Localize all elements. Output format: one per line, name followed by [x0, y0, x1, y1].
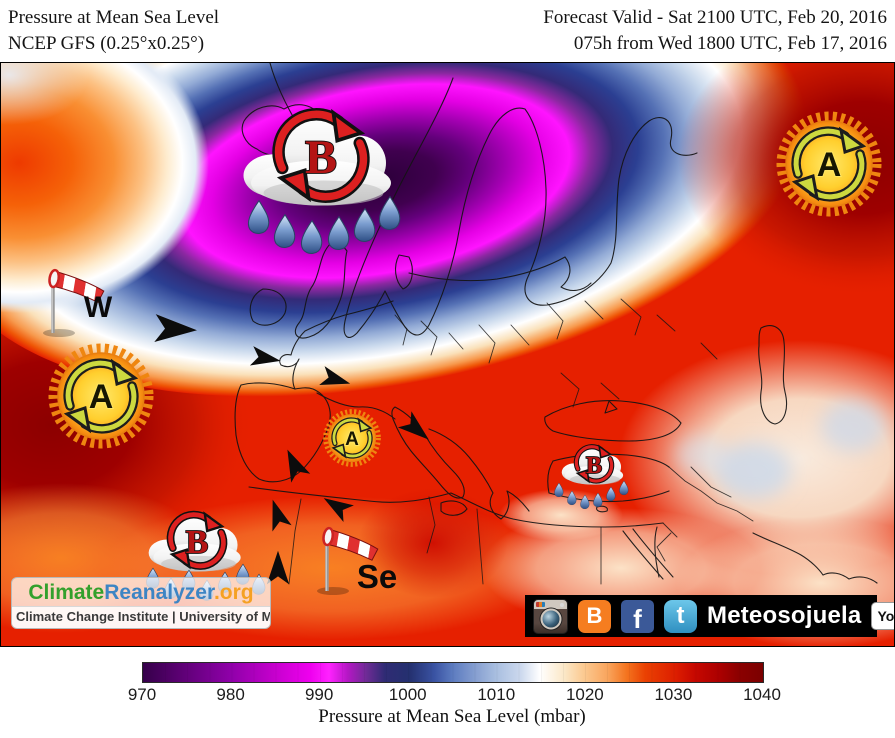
colorbar-tick: 970: [127, 685, 157, 704]
low-letter: B: [186, 524, 209, 561]
instagram-rainbow-stripe: [536, 601, 545, 607]
social-handle: Meteosojuela: [707, 602, 862, 629]
low-letter: B: [586, 453, 602, 479]
colorbar-tick: 1020: [565, 685, 604, 704]
wind-direction-label: Se: [357, 558, 397, 595]
attribution-text: Climate Change Institute | University of…: [12, 606, 270, 628]
map-title: Pressure at Mean Sea Level: [8, 7, 220, 28]
brand-wordmark: ClimateReanalyzer.org: [12, 578, 270, 606]
high-pressure-symbol-atlantic: A: [53, 348, 149, 444]
colorbar-tick: 1000: [388, 685, 427, 704]
facebook-letter: f: [633, 604, 642, 634]
brand-reanalyzer: Reanalyzer: [104, 581, 214, 604]
windsock-west: W: [43, 267, 113, 337]
forecast-valid-text: Forecast Valid - Sat 2100 UTC, Feb 20, 2…: [543, 7, 887, 28]
colorbar-label: Pressure at Mean Sea Level (mbar): [318, 706, 586, 727]
wind-direction-label: W: [84, 291, 113, 324]
social-bar: B f t Meteosojuela You Tube: [525, 595, 894, 637]
header: Pressure at Mean Sea Level NCEP GFS (0.2…: [8, 5, 887, 57]
low-pressure-symbol-scandinavia: B: [244, 113, 401, 254]
blogger-letter: B: [586, 603, 603, 628]
low-pressure-symbol-turkey: B: [554, 446, 629, 510]
pressure-map: B B B: [0, 62, 895, 647]
twitter-icon[interactable]: t: [664, 599, 697, 633]
colorbar-gradient: [142, 662, 764, 683]
instagram-flash-dot: [560, 602, 564, 607]
forecast-init-text: 075h from Wed 1800 UTC, Feb 17, 2016: [573, 33, 887, 54]
colorbar-ticks: 970 980 990 1000 1010 1020 1030 1040: [128, 685, 781, 705]
country-borders: [288, 298, 754, 585]
colorbar-tick: 1040: [743, 685, 781, 704]
instagram-lens: [540, 608, 561, 630]
high-pressure-symbol-russia: A: [781, 116, 877, 212]
youtube-you-text: You: [877, 608, 895, 624]
pressure-field: [1, 63, 894, 646]
low-pressure-symbol-africa: B: [146, 514, 266, 601]
colorbar-tick: 1030: [654, 685, 693, 704]
low-letter: B: [305, 131, 337, 184]
twitter-letter: t: [676, 602, 685, 629]
windsock-southeast: Se: [317, 525, 397, 595]
youtube-icon[interactable]: You Tube: [871, 602, 895, 630]
blogger-icon[interactable]: B: [578, 599, 611, 633]
high-letter: A: [345, 429, 359, 450]
model-subtitle: NCEP GFS (0.25°x0.25°): [8, 33, 205, 54]
brand-climate: Climate: [28, 581, 105, 604]
high-letter: A: [817, 146, 842, 184]
pressure-field-svg: B B B: [1, 63, 894, 646]
colorbar-tick: 980: [216, 685, 245, 704]
pale-low-spots: [675, 400, 885, 499]
brand-org: .org: [213, 581, 254, 604]
instagram-icon[interactable]: [533, 598, 568, 634]
high-pressure-symbol-mediterranean: A: [326, 412, 379, 465]
colorbar-tick: 1010: [477, 685, 516, 704]
colorbar-tick: 990: [304, 685, 334, 704]
climate-reanalyzer-logo[interactable]: ClimateReanalyzer.org Climate Change Ins…: [11, 577, 271, 629]
coastlines: [234, 63, 878, 584]
high-letter: A: [89, 378, 114, 416]
header-left: Pressure at Mean Sea Level NCEP GFS (0.2…: [8, 5, 219, 57]
facebook-icon[interactable]: f: [621, 599, 654, 634]
header-right: Forecast Valid - Sat 2100 UTC, Feb 20, 2…: [543, 5, 887, 57]
